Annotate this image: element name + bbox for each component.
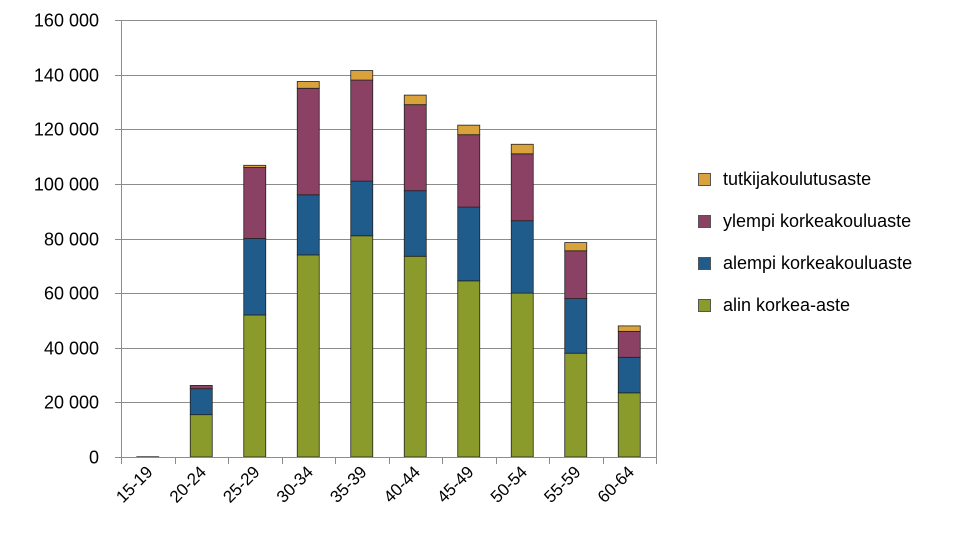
bar-segment-60-64-alin-korkea-aste [617,392,641,458]
bars [136,70,641,458]
bar-segment-20-24-alin-korkea-aste [189,414,213,458]
bar-segment-30-34-ylempi-korkeakouluaste [296,87,320,196]
bar-segment-40-44-alin-korkea-aste [403,255,427,458]
legend-item-alin-korkea-aste: alin korkea-aste [698,292,912,318]
x-tick-label: 40-44 [380,462,424,506]
y-tick-label: 140 000 [34,66,99,86]
bar-segment-60-64-alempi-korkeakouluaste [617,356,641,394]
legend-label-ylempi-korkeakouluaste: ylempi korkeakouluaste [723,210,912,231]
bar-segment-25-29-alin-korkea-aste [243,314,267,458]
y-tick-label: 0 [89,448,99,468]
legend-item-alempi-korkeakouluaste: alempi korkeakouluaste [698,250,912,276]
bar-segment-45-49-ylempi-korkeakouluaste [457,134,481,208]
legend-swatch-alin-korkea-aste [698,298,711,312]
bar-segment-40-44-ylempi-korkeakouluaste [403,104,427,192]
bar-segment-20-24-alempi-korkeakouluaste [189,388,213,416]
y-tick-label: 40 000 [44,339,99,359]
x-tick-label: 55-59 [540,462,584,506]
bar-segment-40-44-alempi-korkeakouluaste [403,190,427,257]
bar-segment-45-49-alempi-korkeakouluaste [457,206,481,282]
legend-swatch-ylempi-korkeakouluaste [698,214,711,228]
bar-segment-50-54-tutkijakoulutusaste [510,143,534,155]
x-tick-label: 50-54 [487,462,531,506]
bar-segment-60-64-ylempi-korkeakouluaste [617,330,641,358]
x-tick-label: 30-34 [273,462,317,506]
bar-segment-30-34-alin-korkea-aste [296,254,320,458]
bar-segment-35-39-alempi-korkeakouluaste [350,180,374,237]
bar-segment-30-34-tutkijakoulutusaste [296,81,320,89]
legend-label-alin-korkea-aste: alin korkea-aste [723,294,851,315]
gridlines [121,20,656,403]
bar-segment-50-54-alempi-korkeakouluaste [510,220,534,294]
bar-segment-20-24-ylempi-korkeakouluaste [189,385,213,390]
legend: tutkijakoulutusaste ylempi korkeakouluas… [698,166,912,334]
bar-segment-40-44-tutkijakoulutusaste [403,94,427,106]
y-tick-label: 160 000 [34,11,99,31]
x-tick-label: 35-39 [326,462,370,506]
x-tick-label: 15-19 [112,462,156,506]
x-tick-label: 45-49 [433,462,477,506]
legend-swatch-alempi-korkeakouluaste [698,256,711,270]
bar-segment-25-29-ylempi-korkeakouluaste [243,167,267,239]
x-tick-label: 25-29 [219,462,263,506]
bar-segment-55-59-tutkijakoulutusaste [564,242,588,252]
bar-segment-35-39-alin-korkea-aste [350,235,374,458]
axes: 0 20 000 40 000 60 000 80 000 100 000 120 000 1… [34,11,657,507]
y-tick-label: 80 000 [44,230,99,250]
bar-segment-35-39-tutkijakoulutusaste [350,70,374,81]
bar-segment-45-49-alin-korkea-aste [457,280,481,458]
bar-segment-60-64-tutkijakoulutusaste [617,325,641,332]
x-tick-label: 20-24 [166,462,210,506]
x-tick-label: 60-64 [594,462,638,506]
legend-label-alempi-korkeakouluaste: alempi korkeakouluaste [723,252,913,273]
bar-segment-55-59-alempi-korkeakouluaste [564,298,588,354]
y-tick-label: 20 000 [44,393,99,413]
legend-item-ylempi-korkeakouluaste: ylempi korkeakouluaste [698,208,912,234]
bar-segment-30-34-alempi-korkeakouluaste [296,194,320,256]
y-tick-label: 60 000 [44,284,99,304]
bar-segment-50-54-ylempi-korkeakouluaste [510,153,534,222]
bar-segment-50-54-alin-korkea-aste [510,292,534,458]
bar-segment-55-59-alin-korkea-aste [564,352,588,458]
bar-segment-35-39-ylempi-korkeakouluaste [350,79,374,182]
legend-item-tutkijakoulutusaste: tutkijakoulutusaste [698,166,912,192]
bar-segment-55-59-ylempi-korkeakouluaste [564,250,588,299]
bar-segment-25-29-alempi-korkeakouluaste [243,238,267,316]
y-tick-label: 100 000 [34,175,99,195]
bar-segment-45-49-tutkijakoulutusaste [457,124,481,136]
bar-segment-25-29-tutkijakoulutusaste [243,164,267,168]
legend-label-tutkijakoulutusaste: tutkijakoulutusaste [723,168,872,189]
y-tick-label: 120 000 [34,120,99,140]
legend-swatch-tutkijakoulutusaste [698,172,711,186]
